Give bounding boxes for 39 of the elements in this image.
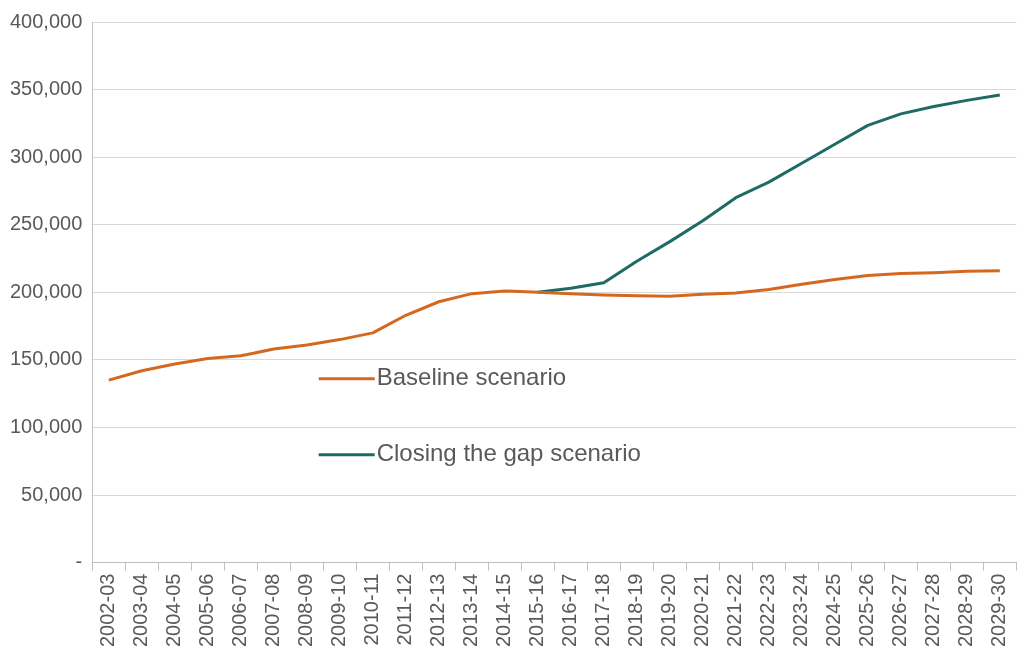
- y-tick-label: 350,000: [10, 77, 83, 100]
- x-tick-label: 2018-19: [624, 573, 647, 648]
- legend-label: Baseline scenario: [376, 363, 567, 391]
- x-tick-label: 2019-20: [657, 573, 680, 648]
- x-tick-label: 2026-27: [888, 573, 911, 648]
- x-tick-label: 2013-14: [459, 573, 482, 648]
- y-tick-label: 100,000: [10, 414, 83, 437]
- y-tick-label: 50,000: [21, 482, 83, 505]
- x-tick-label: 2015-16: [525, 573, 548, 648]
- y-tick-label: 150,000: [10, 347, 83, 370]
- x-tick-label: 2004-05: [162, 573, 185, 648]
- x-tick-label: 2003-04: [129, 573, 152, 648]
- y-tick-label: 200,000: [10, 279, 83, 302]
- x-tick-label: 2024-25: [822, 573, 845, 648]
- x-tick-label: 2007-08: [261, 573, 284, 648]
- x-tick-label: 2027-28: [921, 573, 944, 648]
- x-tick-label: 2029-30: [987, 573, 1010, 648]
- x-tick-label: 2021-22: [723, 573, 746, 648]
- x-tick-label: 2012-13: [426, 573, 449, 648]
- x-tick-label: 2008-09: [294, 573, 317, 648]
- x-tick-label: 2014-15: [492, 573, 515, 648]
- x-tick-label: 2011-12: [393, 573, 416, 646]
- x-tick-label: 2022-23: [756, 573, 779, 648]
- y-tick-label: 300,000: [10, 144, 83, 167]
- x-tick-label: 2016-17: [558, 573, 581, 648]
- x-tick-label: 2017-18: [591, 573, 614, 648]
- x-tick-label: 2009-10: [327, 573, 350, 648]
- x-tick-label: 2020-21: [690, 573, 713, 648]
- x-tick-label: 2025-26: [855, 573, 878, 648]
- x-tick-label: 2023-24: [789, 573, 812, 648]
- legend-label: Closing the gap scenario: [376, 439, 641, 467]
- y-tick-label: -: [75, 550, 83, 573]
- x-tick-label: 2006-07: [228, 573, 251, 648]
- y-tick-label: 250,000: [10, 212, 83, 235]
- x-tick-label: 2028-29: [954, 573, 977, 648]
- y-tick-label: 400,000: [10, 9, 83, 32]
- x-tick-label: 2005-06: [195, 573, 218, 648]
- x-tick-label: 2002-03: [96, 573, 119, 648]
- x-tick-label: 2010-11: [360, 573, 383, 646]
